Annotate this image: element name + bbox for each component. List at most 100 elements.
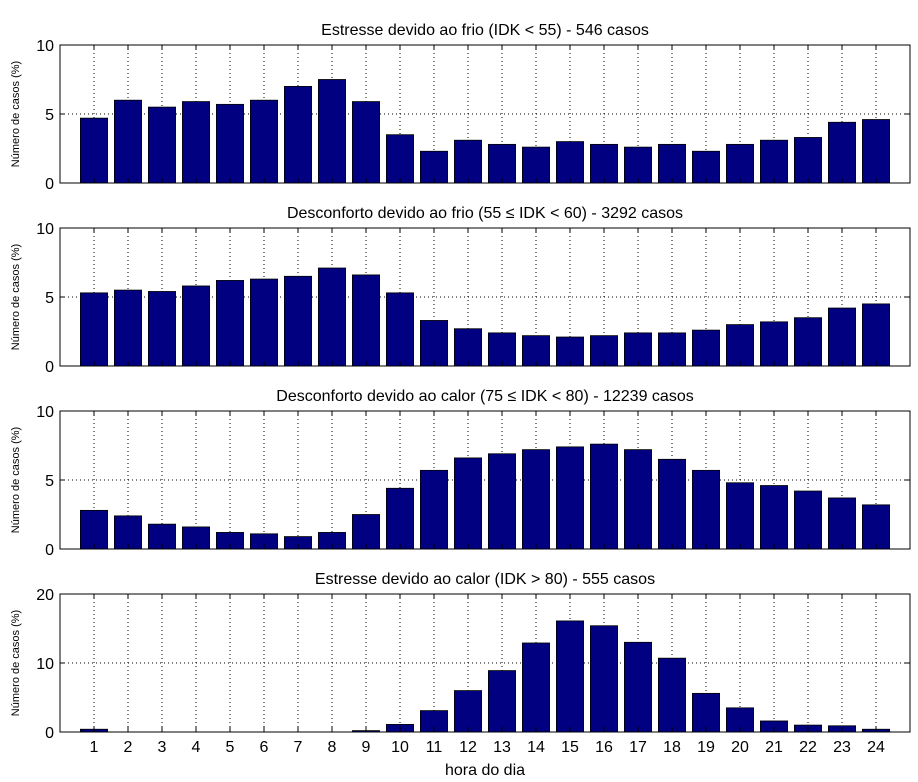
x-tick-label: 14: [527, 739, 545, 756]
bar-hour-6: [249, 99, 278, 184]
y-tick-label: 0: [45, 542, 54, 559]
bar-hour-17: [624, 146, 653, 184]
y-axis-label: Número de casos (%): [10, 610, 22, 716]
bar-hour-9: [351, 274, 380, 367]
bar-hour-10: [385, 292, 414, 367]
bar-hour-1: [80, 117, 109, 184]
bar-hour-19: [692, 692, 721, 733]
bar-hour-13: [487, 670, 516, 733]
bar-hour-21: [760, 485, 789, 550]
bar-hour-1: [80, 292, 109, 367]
bar-hour-15: [556, 620, 585, 733]
chart-title: Desconforto devido ao frio (55 ≤ IDK < 6…: [287, 205, 683, 222]
bar-hour-9: [351, 101, 380, 184]
bar-hour-24: [862, 303, 891, 367]
bar-hour-3: [147, 106, 176, 184]
bar-hour-20: [726, 143, 755, 184]
bar-hour-15: [556, 141, 585, 184]
x-tick-label: 24: [867, 739, 885, 756]
bar-hour-23: [828, 307, 857, 367]
bar-hour-4: [181, 285, 210, 367]
chart-panel-4: 0 10 20 Estresse devido ao calor (IDK > 80)…: [10, 571, 911, 779]
chart-title: Estresse devido ao frio (IDK < 55) - 546…: [321, 22, 649, 39]
chart-panel-3: 0 5 10 Desconforto devido ao calor (75 ≤ ID…: [10, 388, 911, 559]
x-tick-label: 9: [362, 739, 371, 756]
x-tick-label: 13: [493, 739, 511, 756]
bar-hour-18: [658, 657, 687, 733]
chart-panel-1: 0 5 10 Estresse devido ao frio (IDK < 55) -…: [10, 22, 911, 193]
bar-hour-16: [590, 143, 619, 184]
y-axis-label: Número de casos (%): [10, 244, 22, 350]
bar-hour-2: [114, 289, 143, 367]
bar-hour-15: [556, 446, 585, 550]
y-tick-label: 20: [36, 587, 54, 604]
x-tick-label: 16: [595, 739, 613, 756]
bar-hour-11: [419, 320, 448, 367]
bar-hour-12: [453, 328, 482, 367]
bar-hour-12: [453, 139, 482, 184]
bar-hour-12: [453, 690, 482, 733]
chart-title: Desconforto devido ao calor (75 ≤ IDK < …: [276, 388, 693, 405]
bar-hour-2: [114, 99, 143, 184]
bar-hour-1: [80, 509, 109, 550]
x-tick-label: 23: [833, 739, 851, 756]
bar-hour-20: [726, 482, 755, 550]
x-tick-label: 22: [799, 739, 817, 756]
x-tick-label: 11: [426, 739, 443, 756]
x-tick-label: 15: [561, 739, 579, 756]
bar-hour-24: [862, 119, 891, 184]
bar-hour-5: [215, 280, 244, 367]
bar-hour-18: [658, 458, 687, 550]
bar-hour-21: [760, 321, 789, 367]
bar-hour-17: [624, 449, 653, 550]
bar-hour-14: [522, 146, 551, 184]
x-tick-label: 10: [391, 739, 409, 756]
y-tick-label: 5: [45, 290, 54, 307]
chart-panel-2: 0 5 10 Desconforto devido ao frio (55 ≤ IDK…: [10, 205, 911, 376]
bar-hour-18: [658, 143, 687, 184]
y-axis-label: Número de casos (%): [10, 427, 22, 533]
bar-hour-12: [453, 457, 482, 550]
bar-hour-16: [590, 443, 619, 550]
bar-hour-14: [522, 449, 551, 550]
x-tick-label: 21: [765, 739, 783, 756]
bar-hour-13: [487, 453, 516, 550]
bar-hour-22: [794, 317, 823, 367]
bar-hour-3: [147, 291, 176, 367]
x-tick-label: 19: [697, 739, 715, 756]
bar-hour-24: [862, 504, 891, 550]
y-tick-label: 10: [36, 404, 54, 421]
bar-hour-14: [522, 642, 551, 733]
y-tick-label: 0: [45, 176, 54, 193]
y-tick-label: 5: [45, 473, 54, 490]
bar-hour-19: [692, 150, 721, 184]
x-tick-label: 8: [328, 739, 337, 756]
y-tick-label: 0: [45, 359, 54, 376]
y-tick-label: 10: [36, 221, 54, 238]
bar-hour-6: [249, 278, 278, 367]
x-tick-label: 1: [90, 739, 99, 756]
y-tick-label: 10: [36, 656, 54, 673]
y-tick-label: 0: [45, 725, 54, 742]
bar-hour-7: [283, 86, 312, 184]
bar-hour-16: [590, 625, 619, 733]
chart-title: Estresse devido ao calor (IDK > 80) - 55…: [315, 571, 655, 588]
x-tick-label: 18: [663, 739, 681, 756]
bar-hour-10: [385, 134, 414, 184]
x-tick-label: 3: [158, 739, 167, 756]
x-tick-label: 6: [260, 739, 269, 756]
bar-hour-8: [317, 79, 346, 184]
bar-hour-7: [283, 275, 312, 367]
bar-hour-23: [828, 497, 857, 550]
x-tick-label: 4: [192, 739, 201, 756]
bar-hour-11: [419, 150, 448, 184]
bar-hour-9: [351, 514, 380, 550]
y-axis-label: Número de casos (%): [10, 61, 22, 167]
bar-hour-4: [181, 101, 210, 184]
bar-hour-10: [385, 487, 414, 550]
bar-hour-23: [828, 121, 857, 184]
bar-hour-16: [590, 335, 619, 367]
bar-hour-8: [317, 267, 346, 367]
bar-hour-5: [215, 103, 244, 184]
